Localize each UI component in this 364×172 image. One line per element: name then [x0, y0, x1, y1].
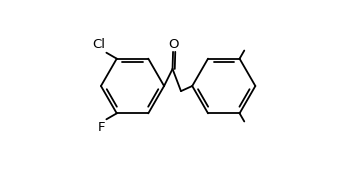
Text: Cl: Cl [92, 38, 105, 51]
Text: O: O [169, 38, 179, 51]
Text: F: F [98, 121, 105, 134]
